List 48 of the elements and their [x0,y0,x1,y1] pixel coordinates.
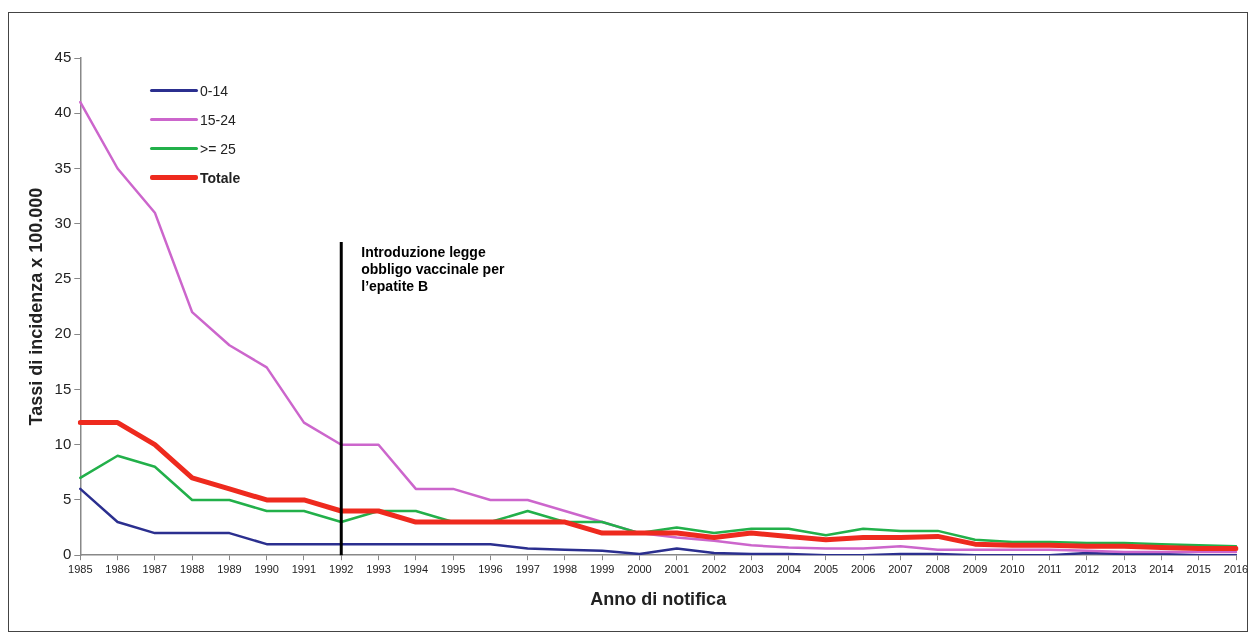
y-tick-label: 35 [54,158,72,176]
y-tick-label: 0 [62,545,72,563]
y-tick-label: 20 [54,324,72,342]
x-tick-label: 1998 [552,562,578,575]
x-tick-label: 1995 [440,562,466,575]
x-tick-label: 1993 [366,562,391,575]
x-tick-label: 1999 [589,562,615,575]
x-tick-label: 2013 [1111,562,1137,575]
x-tick-label: 1988 [179,562,205,575]
x-tick-label: 2011 [1037,562,1062,575]
x-tick-label: 1989 [217,562,242,575]
y-tick-label: 5 [62,490,72,508]
y-tick-label: 30 [54,213,72,231]
x-tick-label: 2003 [739,562,764,575]
x-tick-label: 1991 [291,562,317,575]
x-tick-label: 2015 [1186,562,1211,575]
x-tick-label: 1994 [403,562,429,575]
x-tick-label: 2000 [627,562,652,575]
ref-line-label: Introduzione legge obbligo vaccinale per l’epatite B [361,243,506,295]
x-tick-label: 2007 [888,562,913,575]
x-tick-label: 1987 [142,562,168,575]
x-tick-label: 2002 [701,562,727,575]
x-tick-label: 2006 [850,562,876,575]
x-tick-label: 2005 [813,562,839,575]
x-tick-label: 1986 [105,562,130,575]
x-tick-label: 1997 [515,562,540,575]
y-tick-label: 15 [54,379,72,397]
x-tick-label: 2001 [664,562,690,575]
x-tick-label: 2010 [1000,562,1025,575]
y-tick-label: 10 [54,434,72,452]
y-tick-label: 25 [54,269,72,287]
x-tick-label: 1996 [478,562,503,575]
x-tick-label: 1990 [254,562,279,575]
legend-label: 15-24 [200,111,236,128]
x-tick-label: 2014 [1149,562,1174,575]
legend-label: >= 25 [200,140,236,157]
x-tick-label: 2004 [776,562,801,575]
y-axis-title: Tassi di incidenza x 100.000 [25,187,46,426]
x-tick-label: 2012 [1074,562,1100,575]
x-tick-label: 2008 [925,562,950,575]
x-tick-label: 1992 [329,562,354,575]
x-tick-label: 2009 [962,562,988,575]
legend-label: Totale [200,169,241,186]
y-tick-label: 40 [54,103,72,121]
x-axis-title: Anno di notifica [590,589,728,610]
legend-label: 0-14 [200,82,229,99]
x-tick-label: 1985 [68,562,93,575]
y-tick-label: 45 [54,48,72,66]
